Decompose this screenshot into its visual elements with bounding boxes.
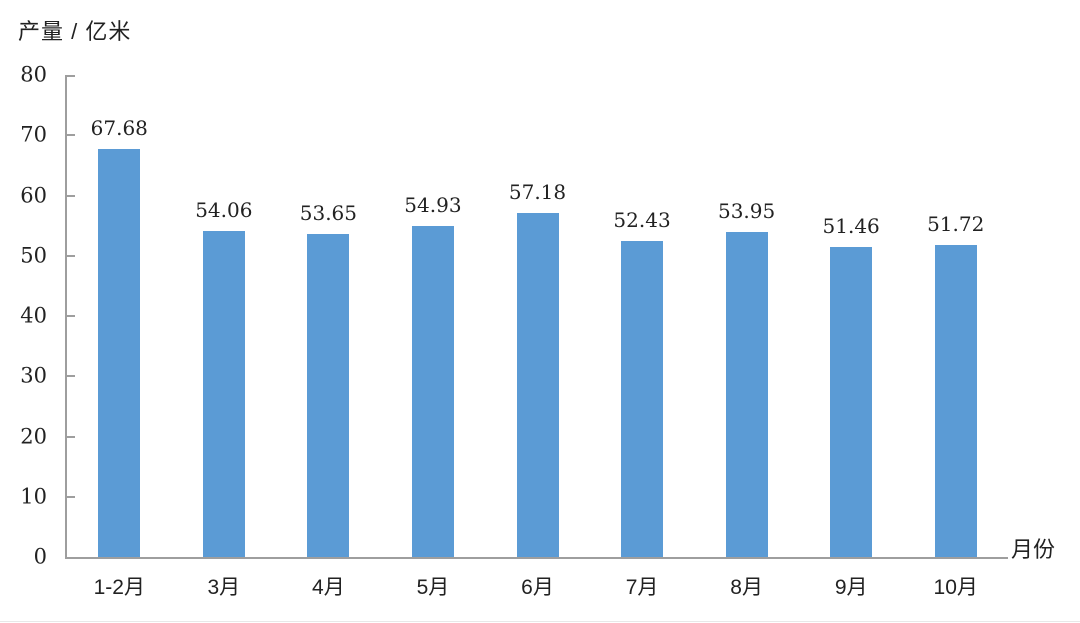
bar-6月 (516, 212, 559, 557)
y-tick-label-0: 0 (33, 544, 47, 569)
value-label-7月: 52.43 (613, 208, 671, 233)
plot-area: 0 10 20 30 40 50 60 70 80 67.68 1-2月 54.06 3月 53.65 4月… (20, 64, 1008, 598)
x-tick-label-8月: 8月 (730, 576, 763, 599)
y-tick-mark-40 (67, 315, 75, 317)
y-tick-mark-30 (67, 375, 75, 378)
value-label-6月: 57.18 (508, 179, 567, 204)
bar-10月 (934, 245, 977, 557)
y-tick-label-40: 40 (20, 303, 47, 328)
x-tick-label-10月: 10月 (933, 576, 978, 599)
value-label-3月: 54.06 (195, 198, 253, 223)
bar-7月 (621, 241, 664, 557)
value-label-5月: 54.93 (404, 193, 462, 218)
y-tick-mark-20 (67, 435, 75, 438)
y-tick-label-30: 30 (20, 363, 47, 388)
y-tick-mark-60 (67, 194, 75, 197)
x-tick-label-6月: 6月 (521, 576, 554, 599)
value-label-9月: 51.46 (822, 213, 880, 238)
y-tick-label-70: 70 (20, 122, 47, 147)
x-axis-title: 月份 (1011, 537, 1056, 562)
value-label-10月: 51.72 (927, 212, 985, 237)
x-tick-label-9月: 9月 (834, 576, 868, 599)
y-tick-label-20: 20 (20, 424, 47, 448)
y-tick-label-10: 10 (20, 484, 47, 509)
bar-5月 (411, 226, 454, 557)
y-tick-label-50: 50 (20, 243, 47, 268)
bar-1-2月 (98, 149, 141, 557)
x-tick-label-7月: 7月 (625, 576, 659, 599)
x-tick-label-1-2月: 1-2月 (93, 576, 145, 599)
y-tick-label-80: 80 (20, 62, 47, 87)
x-tick-label-3月: 3月 (207, 576, 241, 599)
x-tick-label-5月: 5月 (416, 576, 450, 599)
y-tick-mark-80 (67, 75, 75, 77)
bar-3月 (202, 231, 245, 557)
y-axis-title: 产量 / 亿米 (18, 19, 132, 44)
y-tick-label-60: 60 (20, 183, 47, 207)
value-label-1-2月: 67.68 (90, 116, 148, 141)
value-label-8月: 53.95 (717, 198, 776, 223)
y-tick-mark-70 (67, 134, 75, 137)
bar-8月 (725, 231, 768, 557)
bottom-divider (0, 621, 1080, 622)
y-tick-mark-50 (67, 254, 75, 257)
y-tick-mark-10 (67, 495, 75, 498)
value-label-4月: 53.65 (299, 200, 358, 225)
x-tick-label-4月: 4月 (312, 576, 345, 599)
bar-9月 (830, 246, 873, 557)
bar-4月 (307, 233, 350, 557)
